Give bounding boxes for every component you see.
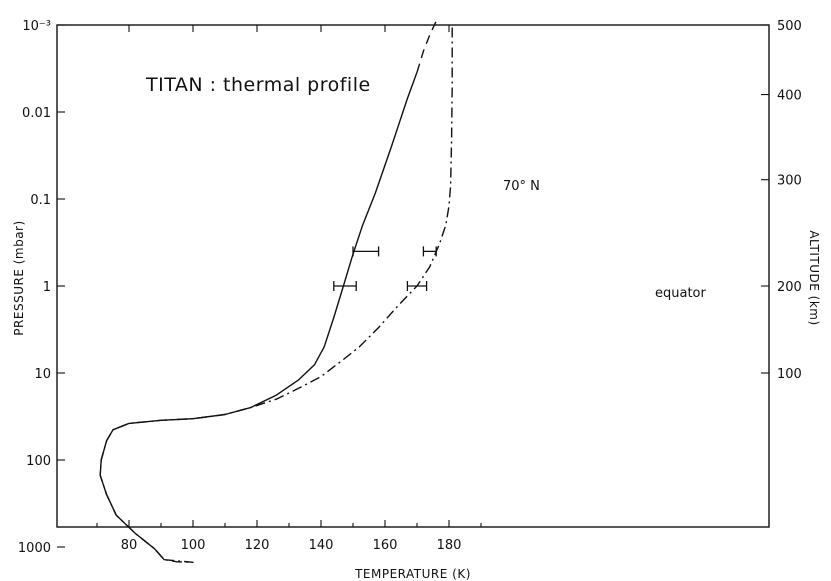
y-axis-title: PRESSURE (mbar) xyxy=(12,220,26,335)
y2-tick-label: 500 xyxy=(777,19,802,34)
curves-layer xyxy=(99,20,453,563)
y2-tick-label: 200 xyxy=(777,280,802,295)
y-tick-label: 1 xyxy=(43,280,51,295)
error-bars-layer xyxy=(333,246,437,291)
x-axis-ticks: 80 100 120 140 160 180 xyxy=(96,25,482,553)
x-tick-label: 180 xyxy=(437,538,462,553)
annotation-equator: equator xyxy=(655,286,707,301)
y2-axis-title: ALTITUDE (km) xyxy=(807,230,821,325)
x-axis-title: TEMPERATURE (K) xyxy=(354,567,471,581)
plot-frame xyxy=(56,24,770,528)
x-tick-label: 120 xyxy=(245,538,270,553)
y-tick-label: 10 xyxy=(34,367,51,382)
y2-tick-label: 300 xyxy=(777,174,802,189)
x-tick-label: 100 xyxy=(181,538,206,553)
y2-axis-ticks: 500 400 300 200 100 xyxy=(761,19,802,382)
annotation-70n: 70° N xyxy=(503,179,540,194)
y2-tick-label: 100 xyxy=(777,367,802,382)
y-tick-label: 0.01 xyxy=(22,106,51,121)
y-tick-label: 100 xyxy=(26,454,51,469)
y-axis-ticks: 10⁻³ 0.01 0.1 1 10 100 1000 xyxy=(18,19,65,556)
y-tick-label: 1000 xyxy=(18,541,51,556)
series-equator xyxy=(99,25,453,563)
x-tick-label: 160 xyxy=(373,538,398,553)
chart-title: TITAN : thermal profile xyxy=(145,74,371,96)
x-tick-label: 140 xyxy=(309,538,334,553)
x-tick-label: 80 xyxy=(121,538,138,553)
y2-tick-label: 400 xyxy=(777,89,802,104)
y-tick-label: 10⁻³ xyxy=(22,19,51,34)
y-tick-label: 0.1 xyxy=(30,193,51,208)
series-70-n-extrapolation xyxy=(416,20,437,73)
series-70-n xyxy=(99,72,418,561)
